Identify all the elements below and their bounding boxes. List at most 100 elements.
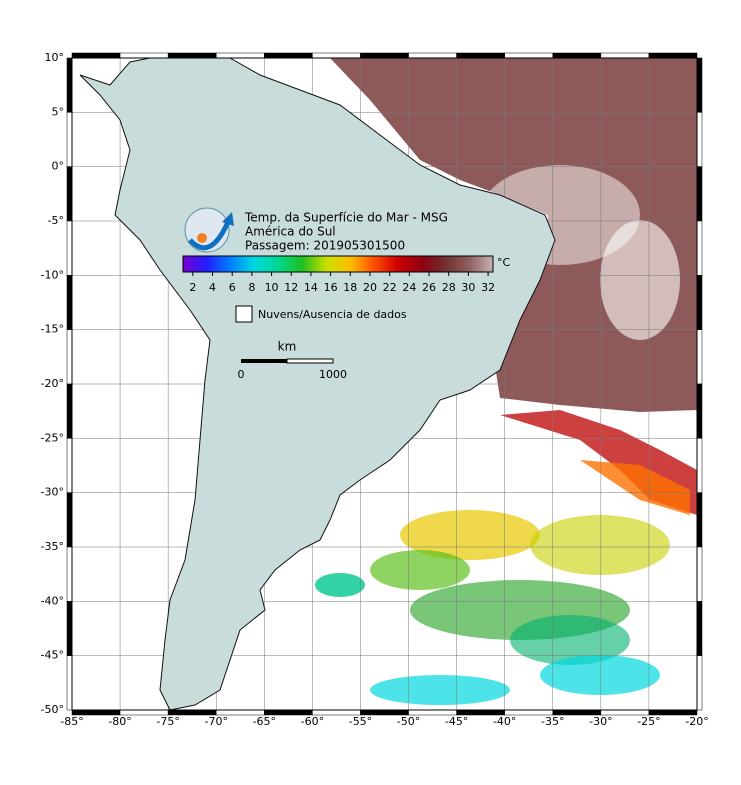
frame-segment	[66, 329, 73, 385]
sst-yellow	[400, 510, 540, 560]
sst-green	[315, 573, 365, 597]
scale-start: 0	[238, 368, 245, 381]
frame-segment	[66, 546, 73, 602]
colorbar-tick-label: 16	[324, 281, 338, 294]
frame-segment	[66, 220, 73, 276]
frame-segment	[66, 112, 73, 167]
y-tick-label: -30°	[41, 486, 64, 499]
colorbar	[182, 255, 494, 273]
frame-segment	[66, 383, 73, 439]
frame-segment	[696, 601, 703, 656]
colorbar-tick-label: 10	[265, 281, 279, 294]
colorbar-tick-label: 8	[248, 281, 255, 294]
frame-segment	[696, 383, 703, 439]
frame-segment	[66, 601, 73, 656]
x-tick-label: -45°	[445, 715, 468, 728]
frame-segment	[312, 52, 361, 59]
x-tick-label: -20°	[685, 715, 708, 728]
colorbar-tick-label: 30	[461, 281, 475, 294]
scale-end: 1000	[319, 368, 347, 381]
frame-segment	[600, 52, 650, 59]
frame-segment	[648, 52, 698, 59]
x-tick-label: -80°	[108, 715, 131, 728]
frame-segment	[696, 57, 703, 113]
frame-segment	[696, 546, 703, 602]
sst-yellow	[530, 515, 670, 575]
sst-green	[370, 550, 470, 590]
colorbar-tick-label: 12	[284, 281, 298, 294]
frame-segment	[696, 275, 703, 330]
x-tick-label: -30°	[589, 715, 612, 728]
x-tick-label: -55°	[349, 715, 372, 728]
colorbar-tick-label: 6	[229, 281, 236, 294]
colorbar-tick-label: 14	[304, 281, 318, 294]
frame-segment	[264, 52, 313, 59]
frame-segment	[696, 492, 703, 548]
cloud	[600, 220, 680, 340]
frame-segment	[408, 52, 457, 59]
colorbar-tick-label: 4	[209, 281, 216, 294]
sst-field	[315, 58, 697, 705]
frame-segment	[71, 52, 121, 59]
title-line: Temp. da Superfície do Mar - MSG	[244, 211, 448, 225]
x-tick-label: -70°	[204, 715, 227, 728]
frame-segment	[696, 438, 703, 493]
frame-segment	[66, 492, 73, 548]
frame-segment	[696, 329, 703, 385]
frame-segment	[360, 52, 409, 59]
colorbar-unit: °C	[497, 256, 511, 269]
sst-orange	[580, 460, 690, 515]
x-tick-label: -25°	[637, 715, 660, 728]
y-tick-label: -45°	[41, 649, 64, 662]
sst-cyan	[540, 655, 660, 695]
y-tick-label: -10°	[41, 268, 64, 281]
title-line: América do Sul	[245, 225, 336, 239]
legend-swatch	[235, 305, 253, 323]
y-tick-label: -25°	[41, 431, 64, 444]
frame-segment	[696, 166, 703, 222]
map-border	[71, 57, 698, 711]
frame-segment	[504, 52, 554, 59]
frame-segment	[167, 52, 217, 59]
colorbar-tick-label: 20	[363, 281, 377, 294]
colorbar-tick-label: 32	[481, 281, 495, 294]
y-tick-label: -35°	[41, 540, 64, 553]
x-tick-label: -85°	[60, 715, 83, 728]
title-line: Passagem: 201905301500	[245, 239, 405, 253]
frame-segment	[66, 166, 73, 222]
logo-arrow	[188, 220, 231, 251]
colorbar-tick-label: 24	[402, 281, 416, 294]
colorbar-tick-label: 26	[422, 281, 436, 294]
x-tick-label: -40°	[493, 715, 516, 728]
x-tick-label: -50°	[397, 715, 420, 728]
frame-segment	[66, 438, 73, 493]
x-tick-label: -65°	[253, 715, 276, 728]
frame-segment	[66, 57, 73, 113]
frame-segment	[66, 655, 73, 711]
frame-segment	[119, 52, 169, 59]
y-tick-label: -40°	[41, 594, 64, 607]
frame-segment	[215, 52, 265, 59]
frame-segment	[696, 220, 703, 276]
y-tick-label: -50°	[41, 703, 64, 716]
frame-segment	[66, 275, 73, 330]
legend-label: Nuvens/Ausencia de dados	[258, 308, 407, 321]
scale-bar	[241, 359, 287, 363]
frame-segment	[696, 112, 703, 167]
frame-segment	[696, 655, 703, 711]
x-tick-label: -60°	[301, 715, 324, 728]
scale-bar	[286, 358, 334, 364]
colorbar-tick-label: 2	[189, 281, 196, 294]
colorbar-tick-label: 18	[343, 281, 357, 294]
frame-segment	[552, 52, 602, 59]
colorbar-tick-label: 22	[383, 281, 397, 294]
sst-green	[510, 615, 630, 665]
y-tick-label: 0°	[52, 160, 65, 173]
colorbar-tick-label: 28	[442, 281, 456, 294]
logo	[184, 207, 234, 253]
sst-cyan	[370, 675, 510, 705]
logo-sun	[197, 233, 207, 243]
y-tick-label: -5°	[48, 214, 64, 227]
scale-unit: km	[278, 340, 297, 354]
